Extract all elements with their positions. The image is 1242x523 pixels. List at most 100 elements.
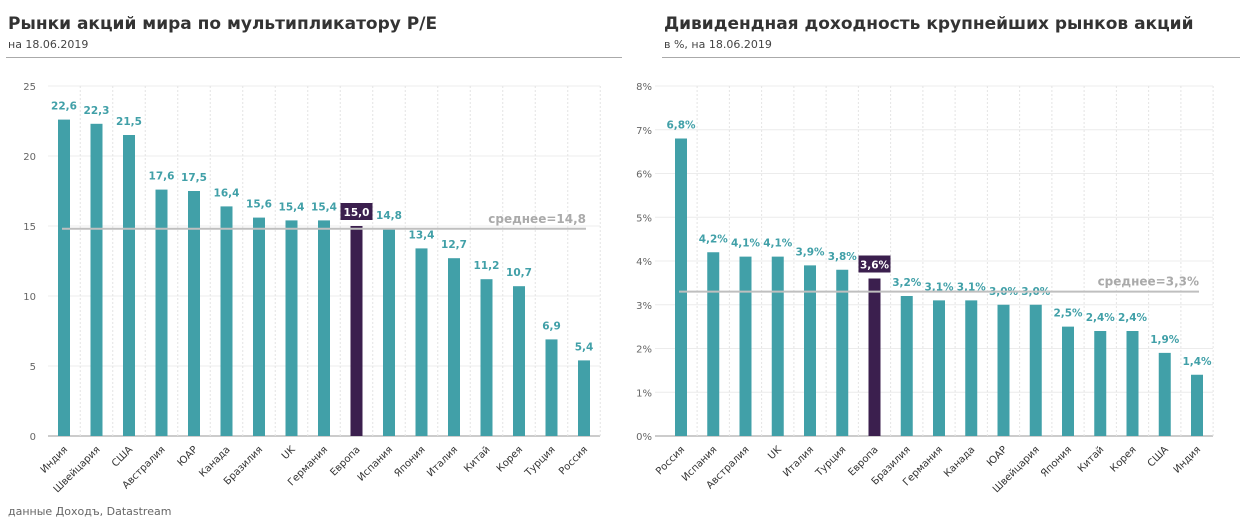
y-tick-label: 0% [636, 432, 652, 443]
data-label: 10,7 [506, 267, 532, 279]
x-tick-label: UK [766, 444, 784, 462]
x-tick-label: Корея [1108, 444, 1138, 474]
bar-ЮАР [188, 191, 200, 436]
source-note: данные Доходъ, Datastream [8, 505, 172, 518]
data-label: 22,6 [51, 101, 77, 113]
average-label: среднее=3,3% [1098, 275, 1199, 289]
bar-Турция [836, 269, 849, 436]
data-label: 6,9 [542, 320, 561, 332]
bar-Европа [868, 278, 881, 436]
bar-Германия [933, 300, 945, 436]
data-label: 14,8 [376, 210, 402, 222]
data-label: 4,2% [699, 233, 729, 245]
x-tick-label: США [110, 444, 135, 469]
y-tick-label: 4% [636, 257, 652, 268]
x-tick-label: Италия [781, 444, 816, 479]
bar-Швейцария [1029, 304, 1042, 436]
bar-Корея [1126, 331, 1139, 436]
bar-Италия [448, 258, 460, 436]
x-tick-label: Япония [392, 444, 427, 479]
y-tick-label: 25 [23, 82, 36, 93]
x-tick-label: Китай [1076, 444, 1106, 474]
bar-Корея [513, 286, 525, 436]
data-label: 6,8% [666, 120, 696, 132]
average-label: среднее=14,8 [488, 212, 586, 226]
data-label: 16,4 [214, 187, 240, 199]
x-tick-label: Индия [1172, 444, 1203, 475]
y-tick-label: 15 [23, 222, 36, 233]
data-label: 21,5 [116, 116, 142, 128]
x-tick-label: Турция [522, 444, 557, 479]
x-tick-label: Италия [425, 444, 460, 479]
data-label: 15,6 [246, 199, 272, 211]
bar-Япония [1062, 326, 1074, 436]
data-label: 1,4% [1182, 356, 1212, 368]
bar-Россия [675, 138, 687, 436]
data-label: 1,9% [1150, 334, 1180, 346]
chart-subtitle-pe: на 18.06.2019 [8, 38, 89, 51]
bar-Япония [415, 248, 428, 436]
bar-США [1158, 352, 1171, 436]
bar-Испания [707, 252, 720, 436]
bar-Бразилия [900, 296, 913, 436]
data-label: 2,4% [1118, 312, 1148, 324]
data-label: 2,4% [1086, 312, 1116, 324]
x-tick-label: Россия [557, 444, 590, 477]
data-label: 5,4 [575, 341, 594, 353]
chart-title-pe: Рынки акций мира по мультипликатору P/E [8, 14, 438, 34]
highlight-label-box [340, 203, 373, 220]
data-label: 17,6 [149, 171, 175, 183]
bar-Россия [578, 360, 590, 436]
bar-Италия [804, 265, 816, 436]
bar-Испания [383, 228, 395, 436]
x-tick-label: Индия [39, 444, 70, 475]
data-label: 13,4 [409, 229, 435, 241]
data-label: 15,4 [311, 201, 337, 213]
x-tick-label: Испания [356, 444, 395, 483]
x-tick-label: ЮАР [176, 444, 201, 469]
bar-UK [285, 220, 298, 436]
x-tick-label: UK [280, 444, 298, 462]
chart-title-dividend: Дивидендная доходность крупнейших рынков… [664, 14, 1194, 34]
data-label: 22,3 [84, 105, 110, 117]
y-tick-label: 6% [636, 170, 652, 181]
data-label: 12,7 [441, 239, 467, 251]
data-label: 3,1% [924, 281, 954, 293]
data-label: 3,2% [892, 277, 922, 289]
bar-Турция [545, 339, 558, 436]
bar-UK [771, 256, 784, 436]
divider [6, 57, 622, 58]
x-tick-label: Китай [462, 444, 492, 474]
bar-Европа [350, 226, 363, 436]
y-tick-label: 7% [636, 126, 652, 137]
data-label: 17,5 [181, 172, 207, 184]
divider [662, 57, 1240, 58]
data-label: 3,1% [957, 281, 987, 293]
chart-subtitle-dividend: в %, на 18.06.2019 [664, 38, 772, 51]
bar-ЮАР [997, 304, 1010, 436]
bar-Бразилия [253, 217, 265, 436]
bar-Германия [318, 220, 330, 436]
bar-США [123, 135, 135, 436]
y-tick-label: 5% [636, 213, 652, 224]
bar-Индия [58, 119, 70, 436]
data-label: 3,9% [795, 246, 825, 258]
data-label: 4,1% [731, 238, 761, 250]
bar-Китай [1094, 331, 1107, 436]
x-tick-label: Япония [1039, 444, 1074, 479]
bar-Швейцария [90, 123, 103, 437]
bar-Австралия [155, 189, 168, 436]
data-label: 11,2 [474, 260, 500, 272]
x-tick-label: Турция [813, 444, 848, 479]
y-tick-label: 2% [636, 345, 652, 356]
bar-Индия [1191, 374, 1203, 436]
bar-Австралия [739, 256, 752, 436]
bar-Канада [965, 300, 978, 436]
y-tick-label: 10 [23, 292, 36, 303]
data-label: 2,5% [1053, 308, 1083, 320]
y-tick-label: 5 [30, 362, 36, 373]
bar-Канада [220, 206, 233, 436]
data-label: 3,8% [828, 251, 858, 263]
